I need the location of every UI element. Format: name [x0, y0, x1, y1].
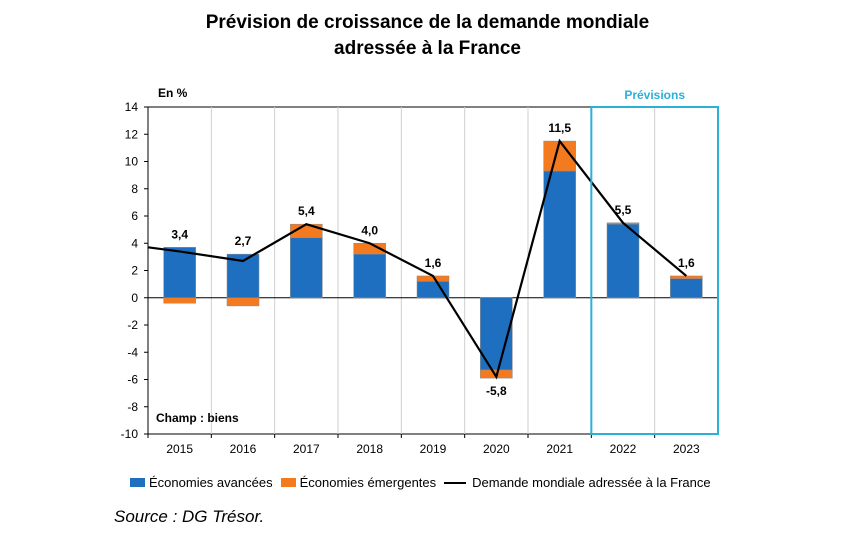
legend-item-demand-line: Demande mondiale adressée à la France — [444, 475, 711, 490]
y-tick-label: 8 — [131, 182, 138, 196]
x-tick-label: 2015 — [166, 442, 193, 456]
x-tick-label: 2019 — [420, 442, 447, 456]
bar-emerging — [226, 297, 260, 307]
data-label: -5,8 — [486, 384, 507, 398]
bar-advanced — [353, 253, 386, 298]
legend-item-emerging: Économies émergentes — [280, 475, 437, 490]
x-tick-label: 2022 — [610, 442, 637, 456]
bar-advanced — [670, 278, 703, 298]
source-note: Source : DG Trésor. — [114, 507, 265, 526]
x-tick-label: 2023 — [673, 442, 700, 456]
bar-emerging — [163, 297, 196, 304]
x-tick-label: 2018 — [356, 442, 383, 456]
chart-title: Prévision de croissance de la demande mo… — [0, 10, 855, 62]
bar-advanced — [163, 247, 196, 298]
data-label: 11,5 — [548, 121, 571, 135]
data-label: 4,0 — [361, 223, 378, 237]
data-label: 5,4 — [298, 204, 315, 218]
data-label: 5,5 — [615, 203, 632, 217]
x-tick-label: 2017 — [293, 442, 320, 456]
data-label: 1,6 — [678, 256, 695, 270]
x-tick-label: 2020 — [483, 442, 510, 456]
y-tick-label: -6 — [127, 373, 138, 387]
annotation-scope: Champ : biens — [156, 411, 239, 425]
legend-label-demand-line: Demande mondiale adressée à la France — [472, 475, 711, 490]
y-tick-label: -2 — [127, 318, 138, 332]
bar-emerging — [670, 275, 703, 279]
legend-swatch-advanced — [130, 478, 145, 487]
y-tick-label: 14 — [125, 100, 139, 114]
data-label: 1,6 — [425, 256, 442, 270]
data-label: 2,7 — [235, 234, 252, 248]
line-demand — [147, 138, 688, 380]
bar-advanced — [543, 170, 576, 299]
y-tick-label: 10 — [125, 155, 139, 169]
y-tick-label: -8 — [127, 400, 138, 414]
chart-title-line1: Prévision de croissance de la demande mo… — [205, 12, 650, 33]
legend-swatch-emerging — [280, 478, 296, 487]
legend-label-emerging: Économies émergentes — [299, 475, 437, 490]
y-tick-label: -4 — [127, 345, 138, 359]
legend-swatch-line — [444, 481, 467, 484]
y-tick-label: 12 — [125, 127, 139, 141]
chart-canvas: -10 -8 -6 -4 -2 0 2 4 6 8 10 12 14 2015 2016 2017 2018 20… — [121, 86, 719, 456]
legend-label-advanced: Économies avancées — [149, 475, 273, 490]
legend-item-advanced: Économies avancées — [130, 475, 273, 490]
data-label: 3,4 — [171, 227, 188, 241]
x-tick-label: 2021 — [546, 442, 573, 456]
legend: Économies avancées Économies émergentes … — [130, 475, 719, 490]
y-tick-label: -10 — [121, 427, 139, 441]
forecast-label: Prévisions — [624, 88, 685, 102]
y-tick-label: 0 — [131, 291, 138, 305]
y-tick-label: 2 — [131, 264, 138, 278]
chart-title-line2: adressée à la France — [334, 38, 521, 59]
y-axis-unit-label: En % — [158, 86, 188, 100]
forecast-box — [590, 106, 719, 435]
y-tick-label: 4 — [131, 236, 138, 250]
bar-advanced — [606, 223, 640, 298]
x-tick-label: 2016 — [230, 442, 257, 456]
y-tick-label: 6 — [131, 209, 138, 223]
bar-advanced — [290, 237, 323, 299]
